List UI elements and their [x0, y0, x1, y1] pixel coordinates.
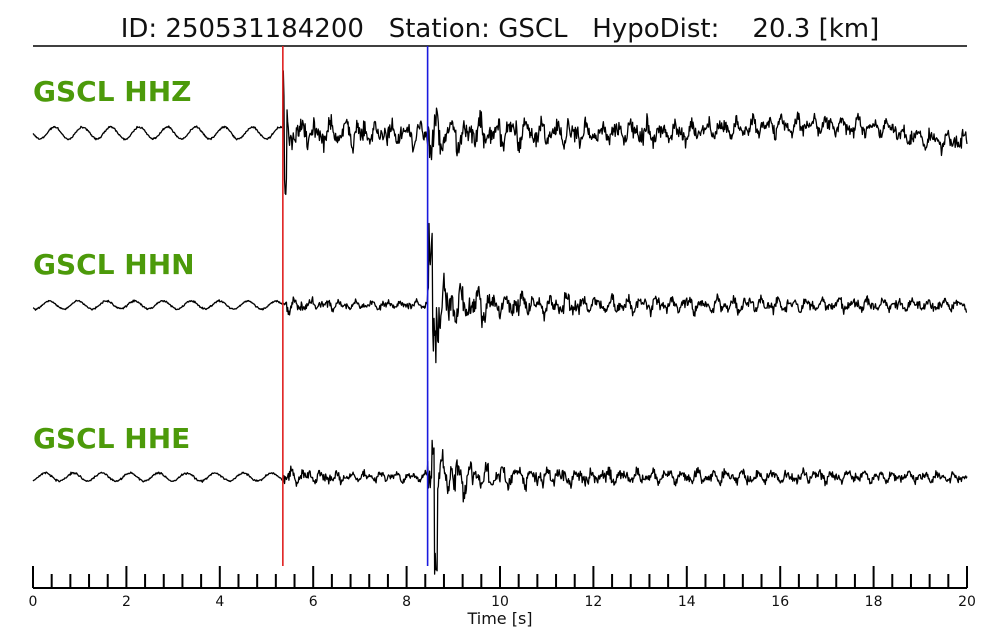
- x-tick-label: 18: [865, 594, 883, 610]
- picks-group: [282, 46, 429, 566]
- x-tick-label: 2: [122, 594, 131, 610]
- x-tick-label: 0: [29, 594, 38, 610]
- x-tick-label: 6: [309, 594, 318, 610]
- channel-label-hhe: GSCL HHE: [33, 422, 190, 455]
- channel-label-hhz: GSCL HHZ: [33, 75, 191, 108]
- trace-hhz: [32, 70, 968, 196]
- x-tick-label: 10: [491, 594, 509, 610]
- time-axis: 0 2 4 6 8 10 12 14 16 18 20: [29, 566, 976, 610]
- x-axis-label: Time [s]: [466, 609, 532, 628]
- x-tick-label: 20: [958, 594, 976, 610]
- channel-label-hhn: GSCL HHN: [33, 248, 195, 281]
- trace-hhn: [32, 222, 968, 364]
- chart-title: ID: 250531184200 Station: GSCL HypoDist:…: [121, 14, 880, 44]
- x-tick-label: 4: [215, 594, 224, 610]
- x-tick-label: 12: [584, 594, 602, 610]
- x-tick-label: 14: [678, 594, 696, 610]
- traces-group: [32, 70, 968, 575]
- trace-hhe: [32, 439, 968, 575]
- x-tick-label: 16: [771, 594, 789, 610]
- x-tick-label: 8: [402, 594, 411, 610]
